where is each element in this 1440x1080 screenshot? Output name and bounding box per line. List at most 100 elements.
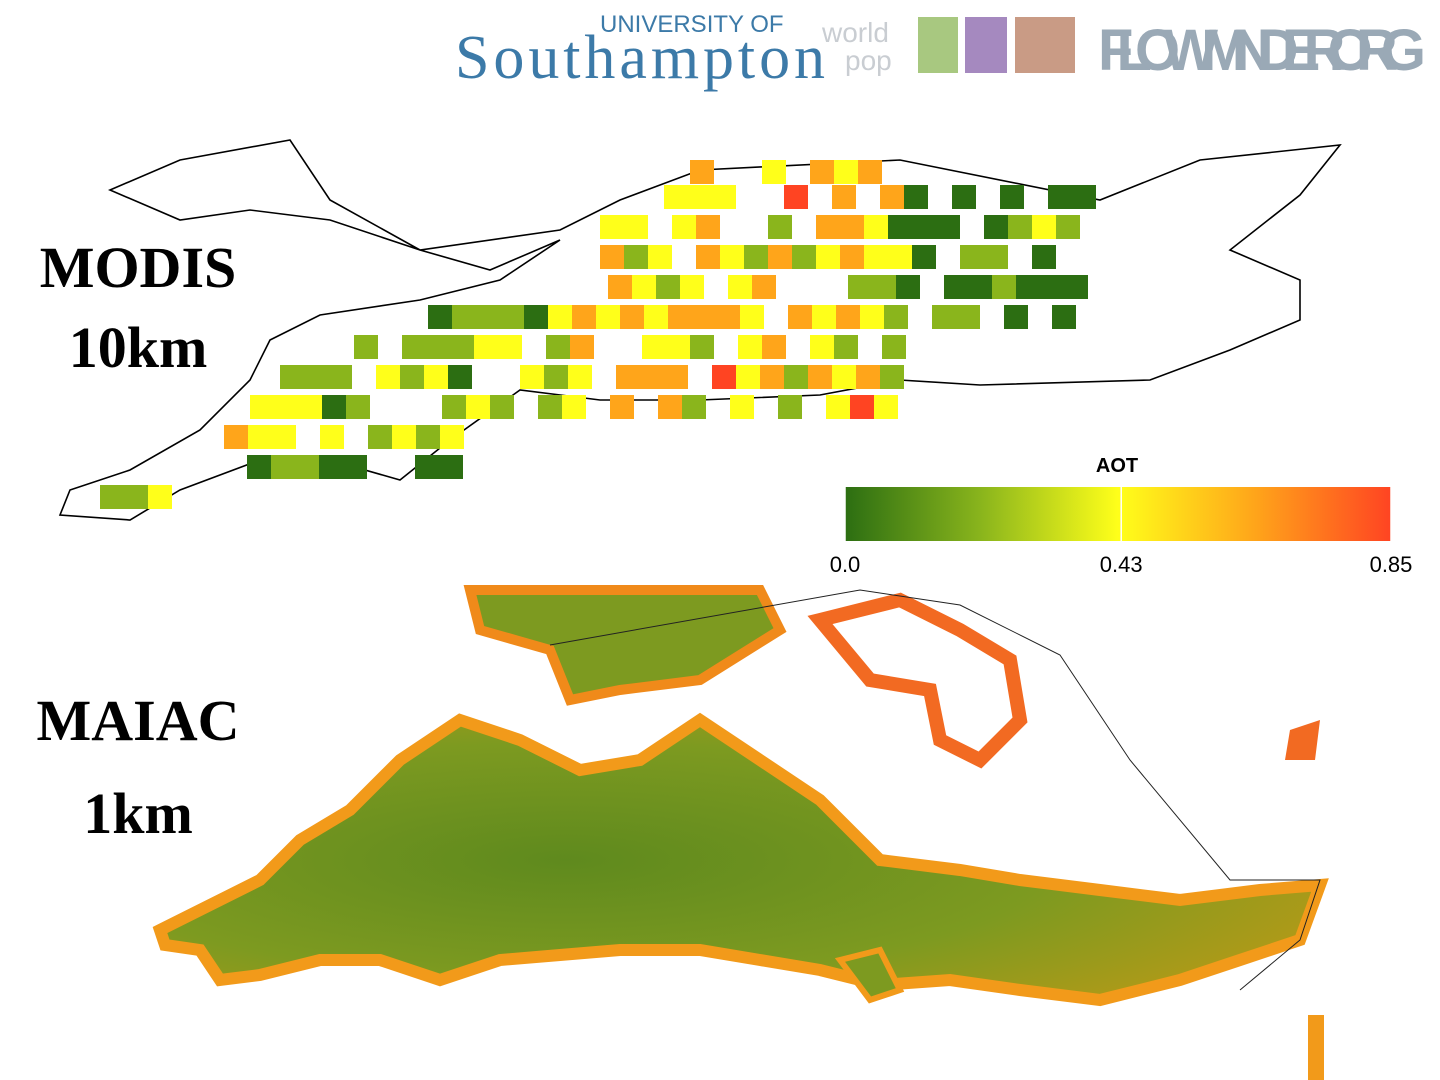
tick-label: 0.85 xyxy=(1370,552,1413,577)
raster-cell xyxy=(826,395,850,419)
raster-cell xyxy=(832,365,856,389)
raster-cell xyxy=(328,365,352,389)
raster-cell xyxy=(904,185,928,209)
tick-label: 0.0 xyxy=(830,552,861,577)
raster-cell xyxy=(424,365,448,389)
raster-cell xyxy=(730,395,754,419)
raster-cell xyxy=(840,215,864,239)
raster-cell xyxy=(872,275,896,299)
raster-cell xyxy=(752,275,776,299)
raster-cell xyxy=(944,275,968,299)
raster-cell xyxy=(840,245,864,269)
raster-cell xyxy=(280,365,304,389)
raster-cell xyxy=(538,395,562,419)
raster-cell xyxy=(856,365,880,389)
logo-tile xyxy=(1015,17,1075,73)
raster-cell xyxy=(616,365,640,389)
header: UNIVERSITY OF Southampton world pop FLOW… xyxy=(455,11,1426,92)
raster-cell xyxy=(568,365,592,389)
raster-cell xyxy=(736,365,760,389)
boundary xyxy=(549,589,1321,991)
raster-cell xyxy=(320,425,344,449)
raster-cell xyxy=(1000,185,1024,209)
raster-cell xyxy=(474,335,498,359)
panel-title: MODIS xyxy=(40,235,237,300)
raster-cell xyxy=(836,305,860,329)
raster-cell xyxy=(319,455,343,479)
raster-cell xyxy=(272,425,296,449)
raster-cell xyxy=(720,245,744,269)
raster-cell xyxy=(728,275,752,299)
raster-cell xyxy=(1004,305,1028,329)
raster-cell xyxy=(860,305,884,329)
raster-cell xyxy=(1032,215,1056,239)
raster-cell xyxy=(640,365,664,389)
raster-cell xyxy=(882,335,906,359)
raster-cell xyxy=(452,305,476,329)
raster-cell xyxy=(896,275,920,299)
raster-cell xyxy=(476,305,500,329)
raster-cell xyxy=(368,425,392,449)
raster-cell xyxy=(656,275,680,299)
raster-cell xyxy=(346,395,370,419)
raster-cell xyxy=(544,365,568,389)
raster-cell xyxy=(570,335,594,359)
raster-cell xyxy=(610,395,634,419)
raster-cell xyxy=(664,185,688,209)
raster-region xyxy=(807,592,1028,769)
raster-cell xyxy=(812,305,836,329)
raster-cell xyxy=(912,245,936,269)
panel-title: MAIAC xyxy=(37,688,240,753)
logo-tile xyxy=(918,17,958,73)
raster-cell xyxy=(450,335,474,359)
raster-cell xyxy=(768,245,792,269)
raster-cell xyxy=(608,275,632,299)
raster-cell xyxy=(295,455,319,479)
raster-cell xyxy=(984,215,1008,239)
raster-cell xyxy=(658,395,682,419)
raster-cell xyxy=(1048,185,1072,209)
raster-cell xyxy=(956,305,980,329)
raster-cell xyxy=(600,245,624,269)
raster-cell xyxy=(1072,185,1096,209)
raster-cell xyxy=(784,365,808,389)
raster-cell xyxy=(1056,215,1080,239)
raster-cell xyxy=(738,335,762,359)
raster-cell xyxy=(888,215,912,239)
raster-cell xyxy=(548,305,572,329)
raster-cell xyxy=(834,335,858,359)
raster-cell xyxy=(834,160,858,184)
raster-cell xyxy=(680,275,704,299)
raster-cell xyxy=(1016,275,1040,299)
logo-text: pop xyxy=(845,45,892,76)
raster-cell xyxy=(624,245,648,269)
raster-cell xyxy=(392,425,416,449)
raster-cell xyxy=(808,365,832,389)
raster-cell xyxy=(762,335,786,359)
raster-cell xyxy=(271,455,295,479)
raster-cell xyxy=(490,395,514,419)
raster-cell xyxy=(992,275,1016,299)
raster-cell xyxy=(810,335,834,359)
raster-cell xyxy=(858,160,882,184)
raster-region xyxy=(1285,720,1320,760)
raster-cell xyxy=(600,215,624,239)
maiac-map xyxy=(152,585,1329,1080)
raster-cell xyxy=(888,245,912,269)
legend: AOT 0.0 0.43 0.85 xyxy=(830,455,1413,577)
raster-cell xyxy=(148,485,172,509)
panel-subtitle: 1km xyxy=(83,781,193,846)
raster-cell xyxy=(466,395,490,419)
raster-cell xyxy=(792,245,816,269)
raster-cell xyxy=(442,395,466,419)
raster-cell xyxy=(666,335,690,359)
raster-cell xyxy=(864,245,888,269)
raster-cell xyxy=(692,305,716,329)
raster-cell xyxy=(1040,275,1064,299)
raster-cell xyxy=(716,305,740,329)
raster-cell xyxy=(664,365,688,389)
raster-cell xyxy=(712,365,736,389)
raster-cell xyxy=(448,365,472,389)
raster-cell xyxy=(247,455,271,479)
